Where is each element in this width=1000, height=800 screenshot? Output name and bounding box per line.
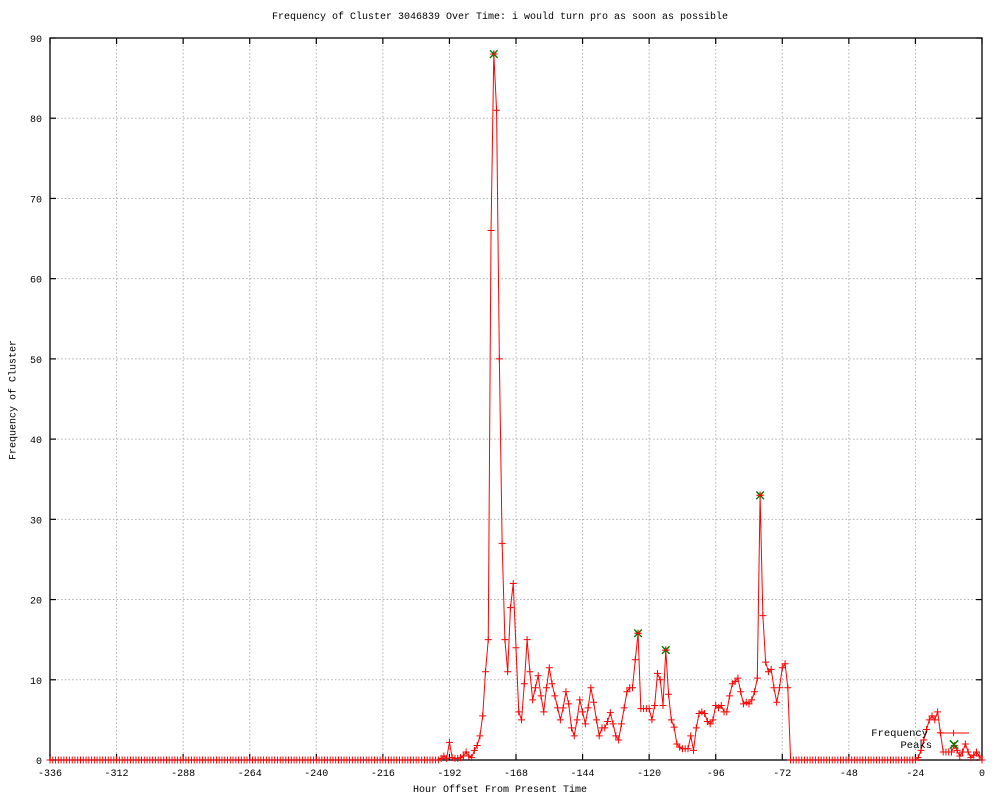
svg-text:-288: -288 [171, 769, 195, 780]
svg-text:-120: -120 [637, 769, 661, 780]
svg-text:90: 90 [30, 35, 42, 46]
svg-text:20: 20 [30, 597, 42, 608]
svg-text:-168: -168 [504, 769, 528, 780]
svg-text:-216: -216 [371, 769, 395, 780]
svg-text:-192: -192 [437, 769, 461, 780]
svg-text:-264: -264 [238, 769, 262, 780]
svg-text:-24: -24 [906, 769, 924, 780]
svg-text:10: 10 [30, 677, 42, 688]
svg-text:-72: -72 [773, 769, 791, 780]
svg-text:Peaks: Peaks [900, 740, 932, 752]
svg-text:-96: -96 [707, 769, 725, 780]
svg-text:70: 70 [30, 195, 42, 206]
svg-text:-240: -240 [304, 769, 328, 780]
svg-text:30: 30 [30, 516, 42, 527]
svg-text:60: 60 [30, 276, 42, 287]
svg-text:Frequency: Frequency [871, 728, 928, 740]
svg-text:-48: -48 [840, 769, 858, 780]
svg-text:-144: -144 [571, 769, 595, 780]
svg-text:40: 40 [30, 436, 42, 447]
svg-text:0: 0 [36, 757, 42, 768]
svg-text:-336: -336 [38, 769, 62, 780]
svg-text:80: 80 [30, 115, 42, 126]
svg-text:0: 0 [979, 769, 985, 780]
svg-text:-312: -312 [105, 769, 129, 780]
svg-text:50: 50 [30, 356, 42, 367]
